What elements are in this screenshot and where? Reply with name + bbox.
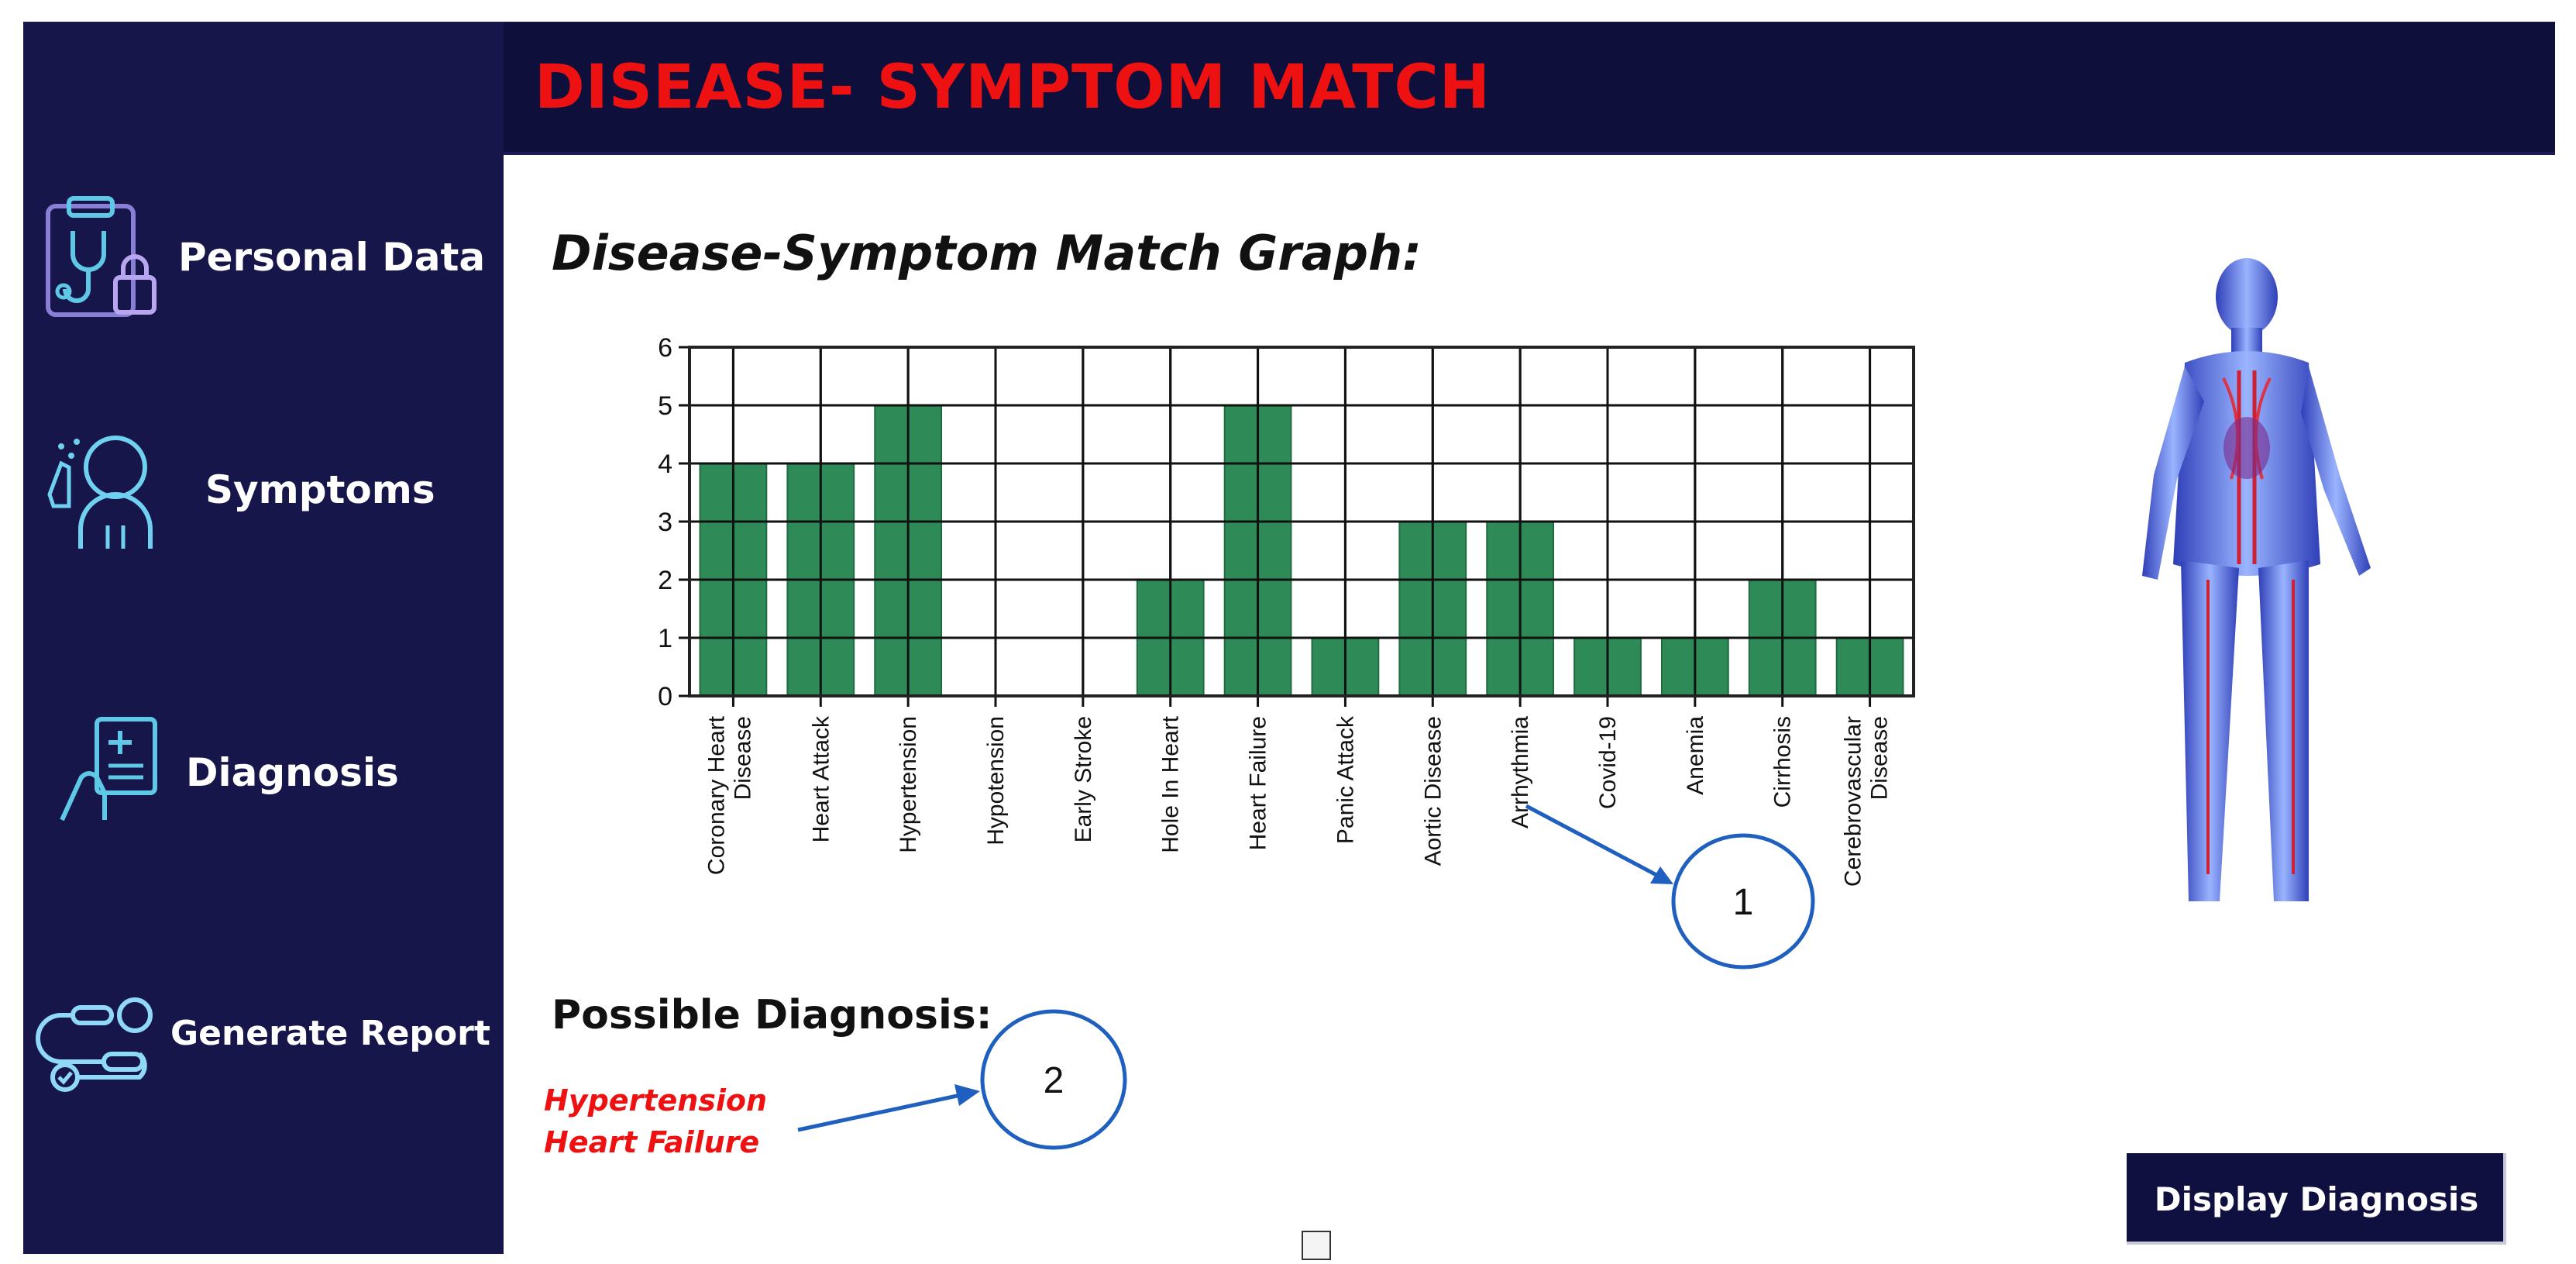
plot-border-overlay <box>688 346 1915 697</box>
callout-1: 1 <box>1525 804 1815 970</box>
sidebar-item-label: Diagnosis <box>186 750 399 795</box>
x-tick-label: CerebrovascularDisease <box>1841 716 1893 887</box>
sidebar-item-label: Personal Data <box>178 235 486 280</box>
chart-bars <box>688 346 1915 697</box>
x-tick-label: Heart Failure <box>1246 716 1271 850</box>
sidebar-item-generate-report[interactable]: Generate Report <box>23 983 504 1138</box>
diagnosis-item: Hypertension <box>544 1083 768 1118</box>
y-tick-label: 1 <box>658 624 672 653</box>
x-axis-labels: Coronary HeartDisease Heart Attack Hyperte… <box>703 715 1892 887</box>
y-tick-label: 5 <box>658 391 672 421</box>
graph-title: Disease-Symptom Match Graph: <box>552 225 1422 281</box>
x-tick-label: Coronary HeartDisease <box>703 715 755 875</box>
y-tick-label: 6 <box>658 333 672 363</box>
sidebar: Personal Data Symptoms Diagnosis <box>23 22 504 1254</box>
person-coughing-icon <box>47 436 153 549</box>
workflow-pipeline-icon <box>36 997 153 1092</box>
clipboard-stethoscope-lock-icon <box>46 196 156 317</box>
possible-diagnosis-title: Possible Diagnosis: <box>552 992 992 1038</box>
x-tick-label: Heart Attack <box>808 715 834 842</box>
x-tick-label: Aortic Disease <box>1420 716 1446 866</box>
hand-medical-report-icon <box>60 717 157 821</box>
sidebar-item-symptoms[interactable]: Symptoms <box>23 417 504 572</box>
app-window: Personal Data Symptoms Diagnosis <box>23 22 2555 1260</box>
page-marker-box <box>1302 1231 1331 1260</box>
page-header: DISEASE- SYMPTOM MATCH <box>504 22 2555 155</box>
human-anatomy-figure <box>2142 258 2371 901</box>
y-tick-label: 3 <box>658 508 672 537</box>
x-tick-label: Early Stroke <box>1071 716 1096 842</box>
x-tick-label: Hole In Heart <box>1158 715 1184 852</box>
sidebar-item-diagnosis[interactable]: Diagnosis <box>23 704 504 859</box>
sidebar-item-label: Generate Report <box>170 1014 490 1053</box>
page-title: DISEASE- SYMPTOM MATCH <box>535 53 1491 122</box>
y-axis-ticks: 0 1 2 3 4 5 6 <box>658 333 672 711</box>
callout-1-label: 1 <box>1733 882 1754 923</box>
diagnosis-item: Heart Failure <box>544 1125 760 1159</box>
x-tick-label: Cirrhosis <box>1770 716 1796 808</box>
x-tick-label: Anemia <box>1683 716 1708 795</box>
x-tick-label: Hypertension <box>896 716 921 853</box>
x-tick-label: Covid-19 <box>1595 716 1621 809</box>
callout-2: 2 <box>797 1009 1127 1150</box>
sidebar-item-personal-data[interactable]: Personal Data <box>23 177 504 347</box>
display-diagnosis-button[interactable]: Display Diagnosis <box>2127 1153 2506 1245</box>
x-tick-label: Panic Attack <box>1333 715 1358 844</box>
y-tick-label: 4 <box>658 449 672 479</box>
sidebar-item-label: Symptoms <box>205 467 435 512</box>
callout-2-label: 2 <box>1044 1060 1064 1101</box>
x-tick-label: Hypotension <box>983 716 1009 846</box>
y-tick-label: 0 <box>658 682 672 711</box>
y-tick-label: 2 <box>658 566 672 595</box>
x-tick-label: Arrhythmia <box>1508 716 1533 828</box>
disease-symptom-bar-chart: 0 1 2 3 4 5 6 Coronary HeartDisease Heart Attac… <box>658 333 1915 887</box>
